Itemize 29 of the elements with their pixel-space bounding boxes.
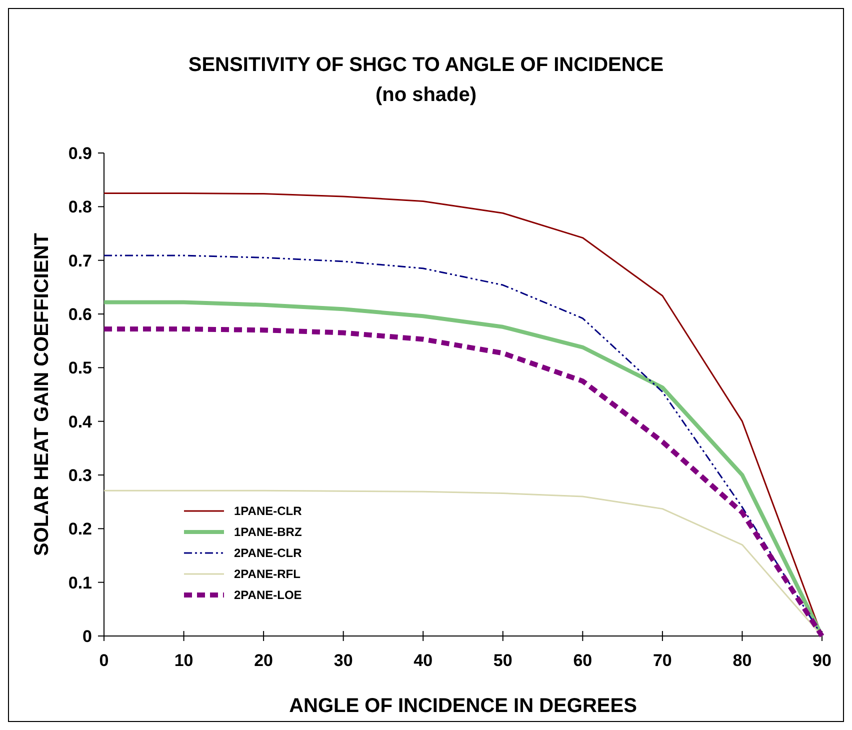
x-tick-label: 0 <box>99 651 109 670</box>
y-tick-label: 0.2 <box>68 520 92 539</box>
legend-label: 2PANE-LOE <box>234 588 302 602</box>
y-tick-label: 0.3 <box>68 466 92 485</box>
chart-subtitle: (no shade) <box>375 84 477 106</box>
x-tick-label: 10 <box>174 651 194 670</box>
legend-label: 1PANE-CLR <box>234 504 302 518</box>
y-tick-label: 0.4 <box>68 412 93 432</box>
y-tick-label: 0.6 <box>68 304 92 324</box>
x-tick-label: 40 <box>414 651 433 670</box>
y-tick-label: 0.5 <box>68 358 92 378</box>
x-axis-title: ANGLE OF INCIDENCE IN DEGREES <box>289 695 637 717</box>
y-tick-label: 0.7 <box>68 251 92 270</box>
y-tick-label: 0 <box>82 626 92 646</box>
y-tick-label: 0.8 <box>68 198 92 217</box>
y-tick-label: 0.9 <box>68 144 92 163</box>
chart-title: SENSITIVITY OF SHGC TO ANGLE OF INCIDENCE <box>188 54 664 76</box>
legend-label: 2PANE-CLR <box>234 546 302 560</box>
x-tick-label: 30 <box>334 651 353 670</box>
legend-label: 1PANE-BRZ <box>234 525 302 540</box>
y-axis-title: SOLAR HEAT GAIN COEFFICIENT <box>31 233 53 556</box>
x-tick-label: 90 <box>812 651 832 670</box>
x-tick-label: 80 <box>732 651 752 670</box>
x-tick-label: 20 <box>254 651 274 670</box>
x-tick-label: 60 <box>573 651 592 670</box>
legend-label: 2PANE-RFL <box>234 567 300 582</box>
x-tick-label: 50 <box>493 651 512 670</box>
x-tick-label: 70 <box>652 651 672 670</box>
y-tick-label: 0.1 <box>68 573 92 592</box>
